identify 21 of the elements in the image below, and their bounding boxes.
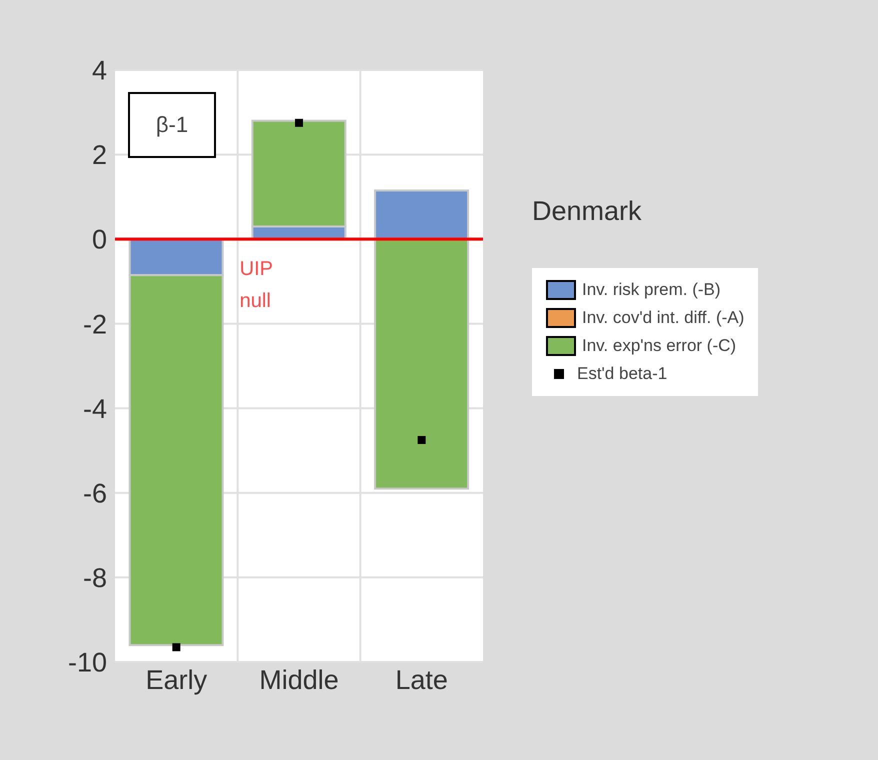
x-tick-label: Middle <box>259 665 339 696</box>
y-tick-label: 4 <box>92 56 107 86</box>
ref-line-label: UIP null <box>240 258 274 312</box>
label-box: β-1 <box>128 92 216 158</box>
x-tick-label: Late <box>395 665 448 696</box>
y-tick-label: -10 <box>68 648 107 678</box>
point <box>418 436 426 444</box>
y-tick-label: -2 <box>82 309 107 340</box>
legend-label: Inv. cov'd int. diff. (-A) <box>582 308 744 328</box>
legend-label: Inv. risk prem. (-B) <box>582 280 721 300</box>
point <box>295 118 303 127</box>
y-tick-label: -6 <box>82 478 107 508</box>
y-tick-label: -4 <box>82 394 107 424</box>
y-tick-label: 2 <box>92 140 107 170</box>
legend-label: Est'd beta-1 <box>577 364 668 384</box>
point <box>172 643 180 652</box>
y-tick-label: 0 <box>92 224 107 255</box>
text: Denmark <box>532 196 642 227</box>
x-tick-label: Early <box>146 665 208 696</box>
legend-label: Inv. exp'ns error (-C) <box>582 336 736 356</box>
y-tick-label: -8 <box>82 563 107 594</box>
